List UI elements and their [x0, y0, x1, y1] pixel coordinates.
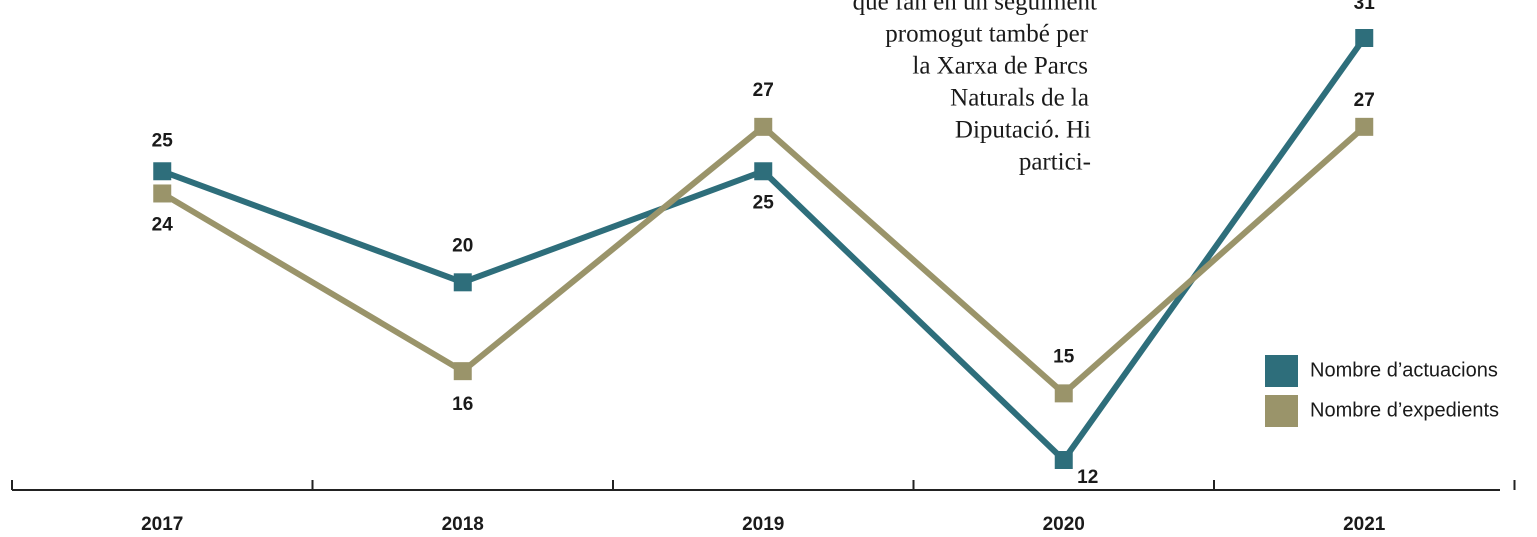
x-tick-label: 2019	[742, 514, 784, 535]
data-label: 25	[152, 130, 174, 151]
marker	[1054, 451, 1073, 469]
annotation: la Xarxa de Parcs	[912, 53, 1088, 80]
x-tick-label: 2020	[1043, 514, 1085, 535]
data-label: 15	[1053, 346, 1075, 367]
legend-label: Nombre d’expedients	[1310, 399, 1499, 421]
legend-label: Nombre d’actuacions	[1310, 359, 1498, 381]
marker	[1054, 384, 1073, 403]
x-tick-label: 2017	[141, 514, 183, 535]
marker	[1355, 117, 1374, 136]
legend-swatch	[1265, 355, 1298, 387]
annotation: que fan en un seguiment	[853, 0, 1097, 16]
legend-swatch	[1265, 395, 1298, 427]
marker	[754, 162, 773, 181]
data-label: 27	[1354, 90, 1375, 111]
data-label: 31	[1354, 0, 1376, 14]
data-label: 20	[452, 235, 473, 256]
marker	[754, 117, 773, 136]
annotation: Naturals de la	[950, 85, 1089, 112]
data-label: 24	[152, 214, 174, 235]
data-label: 12	[1077, 467, 1098, 488]
x-tick-label: 2021	[1343, 514, 1386, 535]
marker	[453, 362, 472, 381]
marker	[1355, 29, 1374, 47]
marker	[153, 162, 172, 181]
data-label: 27	[753, 80, 774, 101]
annotation: partici-	[1019, 149, 1091, 176]
marker	[453, 273, 472, 292]
line	[161, 36, 1367, 465]
data-label: 16	[452, 394, 473, 415]
x-tick-label: 2018	[442, 514, 484, 535]
annotation: promogut també per	[885, 21, 1088, 48]
marker	[153, 184, 172, 203]
data-label: 25	[753, 192, 775, 213]
annotation: Diputació. Hi	[955, 117, 1091, 144]
